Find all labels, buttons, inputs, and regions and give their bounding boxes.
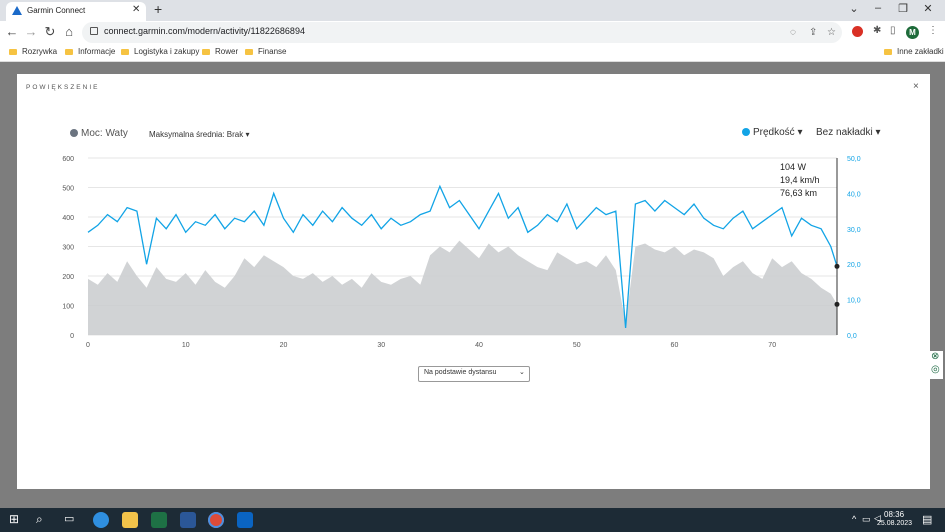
y-left-tick-label: 600 xyxy=(62,156,74,163)
y-left-tick-label: 400 xyxy=(62,215,74,222)
avatar[interactable]: M xyxy=(906,26,919,39)
folder-icon xyxy=(65,49,73,55)
tab-close-icon[interactable]: ✕ xyxy=(132,4,141,15)
bookmark-rozrywka[interactable]: Rozrywka xyxy=(9,47,57,56)
bookmark-rower[interactable]: Rower xyxy=(202,47,238,56)
taskbar: ⊞ ⌕ ▭ ^ ▭ ◁ 08:36 25.08.2023 ▤ xyxy=(0,508,945,532)
hover-tooltip-text: 104 W xyxy=(780,162,807,172)
y-right-tick-label: 20,0 xyxy=(847,262,861,269)
tab-title: Garmin Connect xyxy=(27,6,86,15)
x-tick-label: 10 xyxy=(182,342,190,349)
y-left-tick-label: 200 xyxy=(62,274,74,281)
network-icon[interactable]: ▭ xyxy=(862,514,871,524)
legend-speed-dot xyxy=(742,128,750,136)
url-text[interactable]: connect.garmin.com/modern/activity/11822… xyxy=(104,26,305,36)
folder-icon xyxy=(884,49,892,55)
x-tick-label: 20 xyxy=(280,342,288,349)
power-hover-marker xyxy=(834,301,840,307)
x-tick-label: 40 xyxy=(475,342,483,349)
home-icon[interactable]: ⌂ xyxy=(65,24,73,39)
y-left-tick-label: 500 xyxy=(62,186,74,193)
clock-time[interactable]: 08:36 xyxy=(884,510,905,519)
y-right-tick-label: 50,0 xyxy=(847,156,861,163)
power-area-series xyxy=(88,240,837,335)
tab-strip: Garmin Connect ✕ + ⌄ – ❐ ✕ xyxy=(0,0,945,21)
browser-tab[interactable]: Garmin Connect ✕ xyxy=(6,2,146,21)
volume-icon[interactable]: ◁ xyxy=(874,513,881,523)
file-explorer-icon[interactable] xyxy=(122,512,138,528)
y-right-tick-label: 0,0 xyxy=(847,333,857,340)
chrome-icon[interactable] xyxy=(208,512,224,528)
speed-dropdown[interactable]: Prędkość ▾ xyxy=(742,127,802,138)
distance-select[interactable]: Na podstawie dystansu ⌄ xyxy=(418,366,530,382)
speed-hover-marker xyxy=(834,263,840,269)
other-bookmarks[interactable]: Inne zakładki xyxy=(884,47,944,56)
excel-icon[interactable] xyxy=(151,512,167,528)
restore-icon[interactable]: ❐ xyxy=(898,3,908,15)
hover-tooltip-text: 76,63 km xyxy=(780,188,817,198)
legend-power-dot xyxy=(70,129,78,137)
lock-icon[interactable] xyxy=(90,27,98,35)
bookmark-logistyka[interactable]: Logistyka i zakupy xyxy=(121,47,199,56)
hover-tooltip-text: 19,4 km/h xyxy=(780,175,820,185)
search-icon[interactable]: ⌕ xyxy=(36,512,43,526)
y-left-tick-label: 300 xyxy=(62,245,74,252)
x-tick-label: 70 xyxy=(768,342,776,349)
bookmark-finanse[interactable]: Finanse xyxy=(245,47,286,56)
new-tab-icon[interactable]: + xyxy=(154,1,163,17)
tray-chevron-icon[interactable]: ^ xyxy=(852,514,857,524)
legend-power[interactable]: Moc: Waty xyxy=(70,128,128,139)
minimize-icon[interactable]: – xyxy=(874,2,882,14)
folder-icon xyxy=(9,49,17,55)
menu-icon[interactable]: ⋮ xyxy=(928,25,938,36)
side-widget[interactable]: ⊗ ◎ xyxy=(929,351,943,379)
folder-icon xyxy=(202,49,210,55)
task-view-icon[interactable]: ▭ xyxy=(64,513,75,525)
windows-start-icon[interactable]: ⊞ xyxy=(9,512,20,526)
bookmark-star-icon[interactable]: ☆ xyxy=(827,27,836,38)
x-tick-label: 30 xyxy=(377,342,385,349)
address-bar[interactable]: connect.garmin.com/modern/activity/11822… xyxy=(82,22,842,43)
modal-close-icon[interactable]: × xyxy=(913,81,919,92)
modal-title: POWIĘKSZENIE xyxy=(26,84,100,91)
distance-select-label: Na podstawie dystansu xyxy=(424,369,497,376)
chevron-down-icon: ⌄ xyxy=(519,369,525,376)
y-right-tick-label: 10,0 xyxy=(847,298,861,305)
share-icon[interactable]: ⇪ xyxy=(809,27,818,38)
outlook-icon[interactable] xyxy=(237,512,253,528)
extensions-icon[interactable]: ✱ xyxy=(873,25,882,36)
eye-off-icon[interactable]: ◌ xyxy=(790,27,796,38)
extension-icon[interactable] xyxy=(852,26,863,37)
folder-icon xyxy=(245,49,253,55)
edge-icon[interactable] xyxy=(93,512,109,528)
forward-icon[interactable]: → xyxy=(24,24,38,39)
x-tick-label: 50 xyxy=(573,342,581,349)
activity-chart[interactable]: 01002003004005006000,010,020,030,040,050… xyxy=(40,150,880,350)
y-left-tick-label: 100 xyxy=(62,304,74,311)
overlay-dropdown[interactable]: Bez nakładki ▾ xyxy=(816,127,881,138)
bookmarks-bar: Rozrywka Informacje Logistyka i zakupy R… xyxy=(0,45,945,62)
y-right-tick-label: 30,0 xyxy=(847,227,861,234)
back-icon[interactable]: ← xyxy=(5,24,19,39)
word-icon[interactable] xyxy=(180,512,196,528)
speed-line-series xyxy=(87,184,838,328)
reload-icon[interactable]: ↻ xyxy=(44,24,56,39)
x-tick-label: 0 xyxy=(86,342,90,349)
target-icon[interactable]: ◎ xyxy=(931,364,940,375)
y-left-tick-label: 0 xyxy=(70,333,74,340)
x-tick-label: 60 xyxy=(671,342,679,349)
max-average-dropdown[interactable]: Maksymalna średnia: Brak ▾ xyxy=(149,130,250,139)
folder-icon xyxy=(121,49,129,55)
window-close-icon[interactable]: ✕ xyxy=(923,3,933,15)
bookmark-informacje[interactable]: Informacje xyxy=(65,47,115,56)
tab-search-icon[interactable]: ⌄ xyxy=(849,3,859,15)
y-right-tick-label: 40,0 xyxy=(847,191,861,198)
notifications-icon[interactable]: ▤ xyxy=(922,514,933,526)
garmin-logo-icon xyxy=(12,6,22,15)
side-panel-icon[interactable]: ▯ xyxy=(890,25,896,36)
clock-date[interactable]: 25.08.2023 xyxy=(877,520,913,527)
close-circle-icon[interactable]: ⊗ xyxy=(931,351,940,362)
browser-toolbar: ← → ↻ ⌂ connect.garmin.com/modern/activi… xyxy=(0,21,945,45)
